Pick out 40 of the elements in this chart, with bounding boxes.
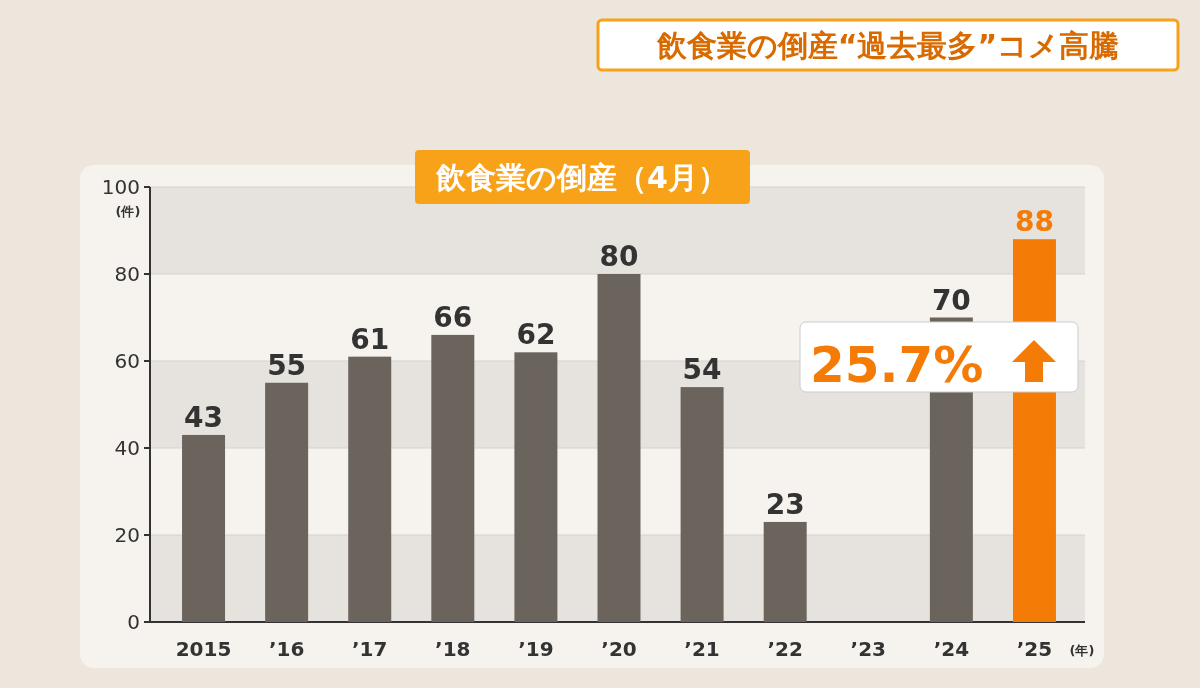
bar xyxy=(431,334,475,622)
y-tick-label: 0 xyxy=(127,610,140,634)
annotation: 25.7% xyxy=(810,336,984,394)
x-tick-label: ’20 xyxy=(601,637,637,661)
x-tick-label: 2015 xyxy=(175,637,232,661)
bar xyxy=(265,382,309,622)
data-label: 54 xyxy=(682,353,722,387)
data-label: 66 xyxy=(433,300,473,334)
chart-subtitle: 飲食業の倒産（4月） xyxy=(435,160,728,195)
y-tick-label: 100 xyxy=(101,175,140,199)
y-tick-label: 20 xyxy=(114,523,140,547)
x-tick-label: ’24 xyxy=(933,637,970,661)
bar xyxy=(763,521,807,622)
data-label: 23 xyxy=(765,487,805,521)
chart-title: 飲食業の倒産“過去最多”コメ高騰 xyxy=(655,28,1120,63)
data-label: 61 xyxy=(350,322,390,356)
data-label: 70 xyxy=(931,283,971,317)
y-tick-label: 80 xyxy=(114,262,140,286)
bar xyxy=(182,434,226,622)
x-tick-label: ’21 xyxy=(684,637,720,661)
x-tick-label: ’18 xyxy=(435,637,471,661)
x-tick-label: ’22 xyxy=(767,637,803,661)
y-axis-title: (件) xyxy=(115,204,141,219)
y-tick-label: 40 xyxy=(114,436,140,460)
data-label: 62 xyxy=(516,318,556,352)
y-tick-label: 60 xyxy=(114,349,140,373)
bar xyxy=(597,274,641,622)
data-label: 88 xyxy=(1014,205,1054,239)
bar xyxy=(514,352,558,622)
data-label: 43 xyxy=(184,400,224,434)
data-label: 80 xyxy=(599,240,639,273)
bar xyxy=(348,356,392,622)
x-tick-label: ’17 xyxy=(352,637,388,661)
data-label: 55 xyxy=(267,348,307,382)
x-tick-label: ’19 xyxy=(518,637,554,661)
x-tick-label: ’16 xyxy=(268,637,305,661)
x-axis-title: (年) xyxy=(1069,643,1095,658)
x-tick-label: ’25 xyxy=(1016,637,1053,661)
x-tick-label: ’23 xyxy=(850,637,886,661)
bar xyxy=(680,387,724,622)
